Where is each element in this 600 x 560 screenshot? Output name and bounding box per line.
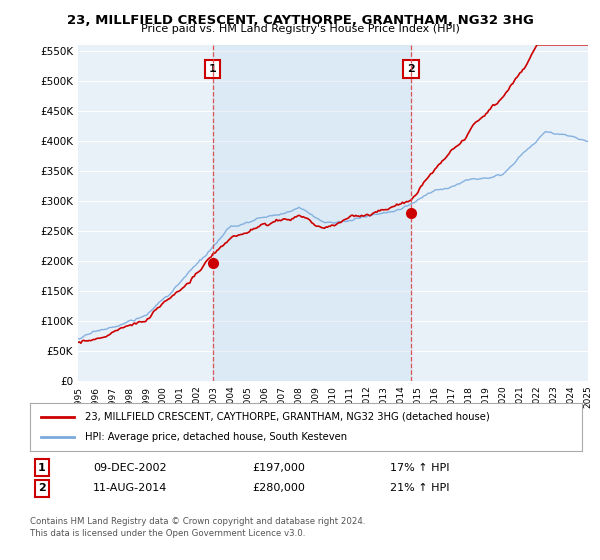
Text: Price paid vs. HM Land Registry's House Price Index (HPI): Price paid vs. HM Land Registry's House … [140,24,460,34]
Text: Contains HM Land Registry data © Crown copyright and database right 2024.: Contains HM Land Registry data © Crown c… [30,517,365,526]
Text: 17% ↑ HPI: 17% ↑ HPI [390,463,449,473]
Text: 11-AUG-2014: 11-AUG-2014 [93,483,167,493]
Text: 2: 2 [38,483,46,493]
Text: 23, MILLFIELD CRESCENT, CAYTHORPE, GRANTHAM, NG32 3HG: 23, MILLFIELD CRESCENT, CAYTHORPE, GRANT… [67,14,533,27]
Text: 21% ↑ HPI: 21% ↑ HPI [390,483,449,493]
Text: 1: 1 [38,463,46,473]
Text: 09-DEC-2002: 09-DEC-2002 [93,463,167,473]
Text: This data is licensed under the Open Government Licence v3.0.: This data is licensed under the Open Gov… [30,529,305,538]
Text: HPI: Average price, detached house, South Kesteven: HPI: Average price, detached house, Sout… [85,432,347,442]
Bar [212,45,411,381]
Text: 2: 2 [407,64,415,74]
Text: 23, MILLFIELD CRESCENT, CAYTHORPE, GRANTHAM, NG32 3HG (detached house): 23, MILLFIELD CRESCENT, CAYTHORPE, GRANT… [85,412,490,422]
Text: 1: 1 [209,64,217,74]
Text: £197,000: £197,000 [252,463,305,473]
Text: £280,000: £280,000 [252,483,305,493]
